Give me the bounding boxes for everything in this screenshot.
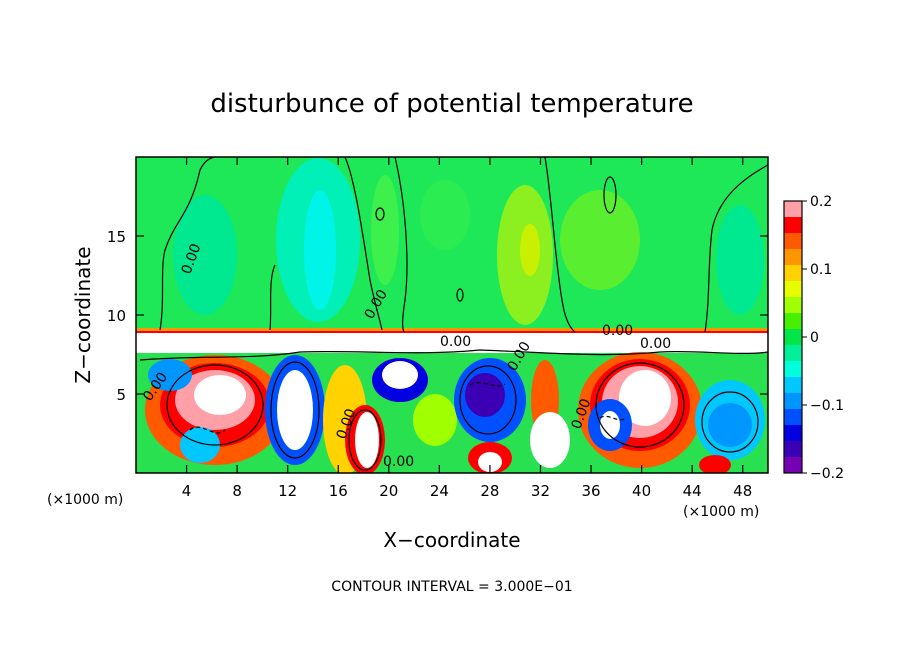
field-patch [194, 375, 246, 415]
colorbar-segment [784, 201, 802, 218]
x-tick-label: 20 [379, 482, 398, 500]
field-patch [560, 190, 640, 290]
colorbar-segment [784, 457, 802, 474]
field-patch [530, 412, 570, 468]
colorbar-tick-label: 0.2 [810, 194, 832, 210]
lower-field-patches [145, 352, 765, 473]
colorbar-segment [784, 377, 802, 394]
field-patch [478, 452, 502, 472]
y-axis-label: Z−coordinate [71, 246, 95, 383]
chart-title: disturbunce of potential temperature [210, 89, 693, 119]
colorbar-segment [784, 425, 802, 442]
contour-label: 0.00 [440, 334, 471, 350]
field-patch [716, 205, 764, 315]
field-patch [371, 175, 399, 285]
colorbar-segment [784, 297, 802, 314]
x-axis-label: X−coordinate [383, 528, 520, 552]
y-tick-label: 5 [116, 386, 126, 404]
colorbar-segment [784, 441, 802, 458]
contour-line [166, 364, 264, 446]
colorbar-segment [784, 265, 802, 282]
colorbar-segment [784, 361, 802, 378]
contour-line [469, 382, 506, 387]
colorbar-tick-label: 0.1 [810, 262, 832, 278]
contour-label: 0.00 [383, 454, 414, 470]
colorbar-segment [784, 217, 802, 234]
colorbar-segment [784, 409, 802, 426]
y-tick-label: 15 [107, 228, 126, 246]
field-patch [277, 370, 313, 450]
colorbar-segment [784, 393, 802, 410]
upper-field-patches [173, 158, 764, 325]
plot-area: 0.00 0.00 0.00 0.00 0.00 0.00 0.00 0.00 … [136, 157, 768, 473]
contour-line [456, 288, 464, 302]
x-tick-label: 4 [182, 482, 192, 500]
colorbar-tick-label: −0.2 [810, 466, 844, 482]
x-tick-label: 24 [430, 482, 449, 500]
contour-line [595, 362, 685, 448]
field-patch [148, 359, 192, 391]
x-tick-label: 36 [581, 482, 600, 500]
colorbar-segment [784, 249, 802, 266]
field-patch [600, 411, 620, 439]
contour-line [139, 349, 768, 361]
field-patch [355, 412, 379, 468]
colorbar-segment [784, 345, 802, 362]
y-axis-ticks: 5 10 15 [107, 228, 768, 404]
contour-line [375, 207, 385, 221]
contour-interval-note: CONTOUR INTERVAL = 3.000E−01 [331, 579, 572, 595]
inversion-band [136, 331, 768, 333]
colorbar-tick-label: −0.1 [810, 398, 844, 414]
contour-lines [139, 157, 768, 471]
x-unit-right: (×1000 m) [683, 504, 759, 520]
colorbar-segment [784, 233, 802, 250]
field-patch [382, 361, 418, 389]
field-patch [413, 394, 457, 446]
contour-line [459, 365, 517, 435]
contour-line [344, 157, 383, 331]
colorbar-segment [784, 313, 802, 330]
field-patch [420, 180, 470, 250]
x-tick-label: 8 [232, 482, 242, 500]
contour-line [394, 157, 408, 333]
contour-line [348, 409, 382, 471]
field-patch [708, 403, 752, 447]
contour-line [603, 176, 617, 214]
inversion-band [136, 333, 768, 353]
x-tick-label: 16 [329, 482, 348, 500]
x-tick-label: 32 [531, 482, 550, 500]
x-axis-ticks: 4 8 12 16 20 24 28 32 36 40 44 48 [182, 157, 752, 500]
field-patch [619, 370, 671, 426]
x-tick-label: 44 [683, 482, 702, 500]
colorbar: 0.2 0.1 0 −0.1 −0.2 [783, 194, 844, 482]
x-tick-label: 40 [632, 482, 651, 500]
colorbar-tick-label: 0 [810, 330, 819, 346]
y-tick-label: 10 [107, 307, 126, 325]
field-patch [304, 190, 336, 310]
contour-label: 0.00 [602, 323, 633, 339]
field-patch [180, 427, 220, 463]
contour-line [599, 415, 627, 421]
field-patch [520, 224, 540, 276]
inversion-band [136, 328, 768, 331]
contour-line [159, 157, 216, 331]
contour-line [544, 157, 576, 333]
x-tick-label: 12 [278, 482, 297, 500]
field-patch [173, 195, 237, 315]
contour-line [189, 426, 226, 434]
field-patch [465, 373, 505, 417]
contour-line [269, 264, 276, 331]
contour-line [270, 361, 320, 459]
colorbar-segment [784, 329, 802, 346]
contour-line [704, 164, 768, 333]
x-unit-left: (×1000 m) [47, 492, 123, 508]
colorbar-segment [784, 281, 802, 298]
x-tick-label: 28 [480, 482, 499, 500]
field-patch [699, 455, 731, 473]
x-tick-label: 48 [733, 482, 752, 500]
contour-line [701, 391, 759, 453]
contour-label: 0.00 [640, 336, 671, 352]
